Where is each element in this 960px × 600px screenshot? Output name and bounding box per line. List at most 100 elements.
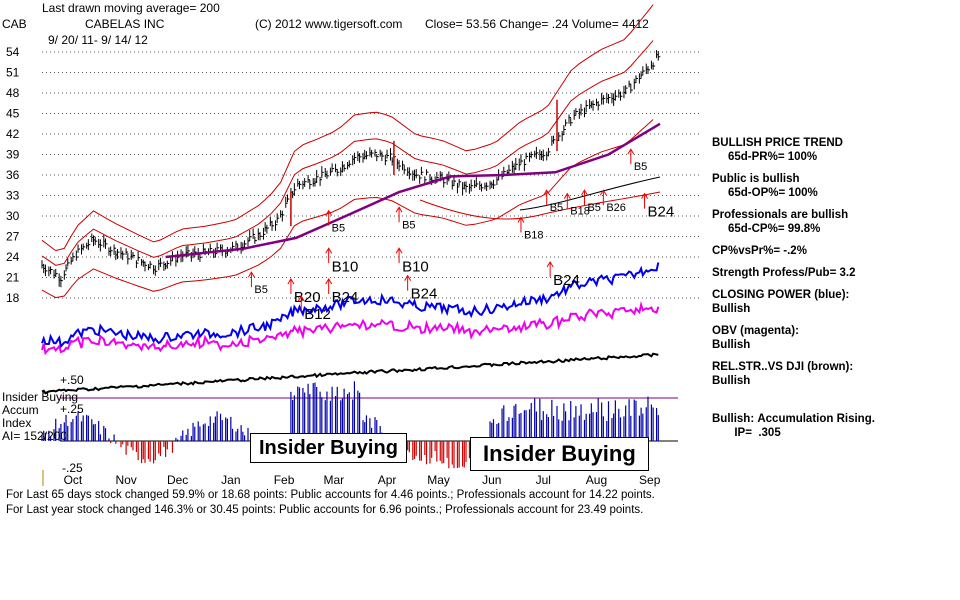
lower-channel — [419, 191, 661, 220]
y-tick-label: 27 — [6, 230, 20, 244]
signal-label: B10 — [332, 258, 359, 275]
panel-line — [712, 236, 952, 244]
month-tick-label: Dec — [167, 473, 188, 487]
month-tick-label: Aug — [586, 473, 607, 487]
company-name: CABELAS INC — [85, 17, 165, 31]
month-tick-label: Jul — [536, 473, 551, 487]
panel-line: OBV (magenta): — [712, 325, 799, 337]
panel-line: 65d-PR%= 100% — [712, 151, 818, 163]
panel-line — [712, 280, 952, 288]
footer-line: For Last 65 days stock changed 59.9% or … — [6, 489, 655, 501]
signal-label: B18 — [524, 230, 544, 242]
month-tick-label: May — [427, 473, 450, 487]
month-tick-label: Mar — [323, 473, 344, 487]
signal-label: B18 — [570, 206, 590, 218]
date-range: 9/ 20/ 11- 9/ 14/ 12 — [48, 33, 148, 47]
signal-arrowhead — [599, 189, 607, 196]
signal-label: B24 — [411, 286, 438, 303]
ma-short — [41, 40, 654, 266]
panel-line: 65d-CP%= 99.8% — [712, 223, 821, 235]
signal-arrowhead — [297, 295, 305, 302]
upper-band — [41, 4, 654, 252]
signal-arrowhead — [395, 206, 403, 213]
y-tick-label: 24 — [6, 250, 20, 264]
y-tick-label: 21 — [6, 271, 20, 285]
y-tick-label: 51 — [6, 66, 20, 80]
month-tick-label: Sep — [639, 473, 661, 487]
signal-arrowhead — [287, 278, 295, 285]
panel-line: REL.STR..VS DJI (brown): — [712, 361, 854, 373]
month-tick-label: Oct — [64, 473, 83, 487]
signal-label: B24 — [332, 289, 359, 306]
index-label: Index — [2, 416, 32, 430]
insider-buying-box: Insider Buying — [250, 433, 407, 463]
rel-strength-line — [41, 352, 659, 395]
panel-line: Bullish: Accumulation Rising. — [712, 413, 875, 425]
month-tick-label: Jan — [221, 473, 240, 487]
panel-line: IP= .305 — [712, 427, 781, 439]
y-tick-label: 30 — [6, 209, 20, 223]
panel-line — [712, 352, 952, 360]
panel-line — [712, 388, 952, 396]
signal-label: B20 — [294, 289, 321, 306]
closing-power-line — [41, 262, 660, 349]
accum-title: Insider Buying — [2, 390, 79, 404]
ai-value: AI= 152/200 — [2, 429, 68, 443]
panel-line — [712, 404, 952, 412]
signal-arrowhead — [543, 189, 551, 196]
y-tick-label: 36 — [6, 168, 20, 182]
accum-tick-minus25: -.25 — [62, 461, 83, 475]
obv-line — [41, 300, 660, 356]
copyright: (C) 2012 www.tigersoft.com — [255, 17, 403, 31]
lower-band — [41, 119, 654, 299]
ma-note: Last drawn moving average= 200 — [42, 1, 220, 15]
signal-arrowhead — [517, 216, 525, 223]
signal-arrowhead — [563, 192, 571, 199]
signal-label: B5 — [332, 223, 345, 235]
panel-line — [712, 258, 952, 266]
y-tick-label: 45 — [6, 107, 20, 121]
panel-line: Bullish — [712, 375, 751, 387]
indicator-panel: BULLISH PRICE TREND 65d-PR%= 100% Public … — [712, 136, 952, 440]
signal-label: B5 — [634, 161, 647, 173]
month-tick-label: Jun — [482, 473, 501, 487]
signal-arrowhead — [546, 260, 554, 268]
month-tick-label: Apr — [378, 473, 397, 487]
panel-line: Bullish — [712, 339, 751, 351]
y-tick-label: 48 — [6, 86, 20, 100]
panel-line: Bullish — [712, 303, 751, 315]
accum-tick-plus25: +.25 — [60, 402, 84, 416]
insider-buying-box: Insider Buying — [470, 437, 649, 471]
signal-label: B5 — [550, 202, 563, 214]
signal-label: B5 — [587, 202, 600, 214]
y-tick-label: 39 — [6, 148, 20, 162]
panel-line: Strength Profess/Pub= 3.2 — [712, 267, 856, 279]
panel-line: CP%vsPr%= -.2% — [712, 245, 807, 257]
panel-line: BULLISH PRICE TREND — [712, 137, 843, 149]
signal-label: B5 — [402, 219, 415, 231]
signal-arrowhead — [404, 274, 412, 281]
signal-arrowhead — [395, 247, 403, 254]
ma200-line — [165, 122, 661, 259]
signal-label: B24 — [553, 272, 580, 289]
trend-line — [519, 176, 661, 211]
month-tick-label: Feb — [274, 473, 295, 487]
signal-arrowhead — [248, 271, 255, 278]
accum-tick-plus50: +.50 — [60, 373, 84, 387]
signal-label: B12 — [304, 306, 331, 323]
accum-label: Accum — [2, 403, 39, 417]
signal-arrowhead — [627, 148, 635, 155]
footer-line: For Last year stock changed 146.3% or 30… — [6, 504, 644, 516]
signal-label: B5 — [254, 284, 267, 296]
signal-arrowhead — [581, 189, 588, 196]
signal-arrowhead — [325, 278, 333, 285]
signal-arrowhead — [641, 192, 648, 199]
signal-label: B10 — [402, 258, 429, 275]
panel-line: Professionals are bullish — [712, 209, 849, 221]
panel-line: Public is bullish — [712, 173, 800, 185]
signal-label: B26 — [606, 202, 626, 214]
panel-line — [712, 396, 952, 404]
signal-arrowhead — [325, 247, 333, 254]
panel-line: CLOSING POWER (blue): — [712, 289, 850, 301]
